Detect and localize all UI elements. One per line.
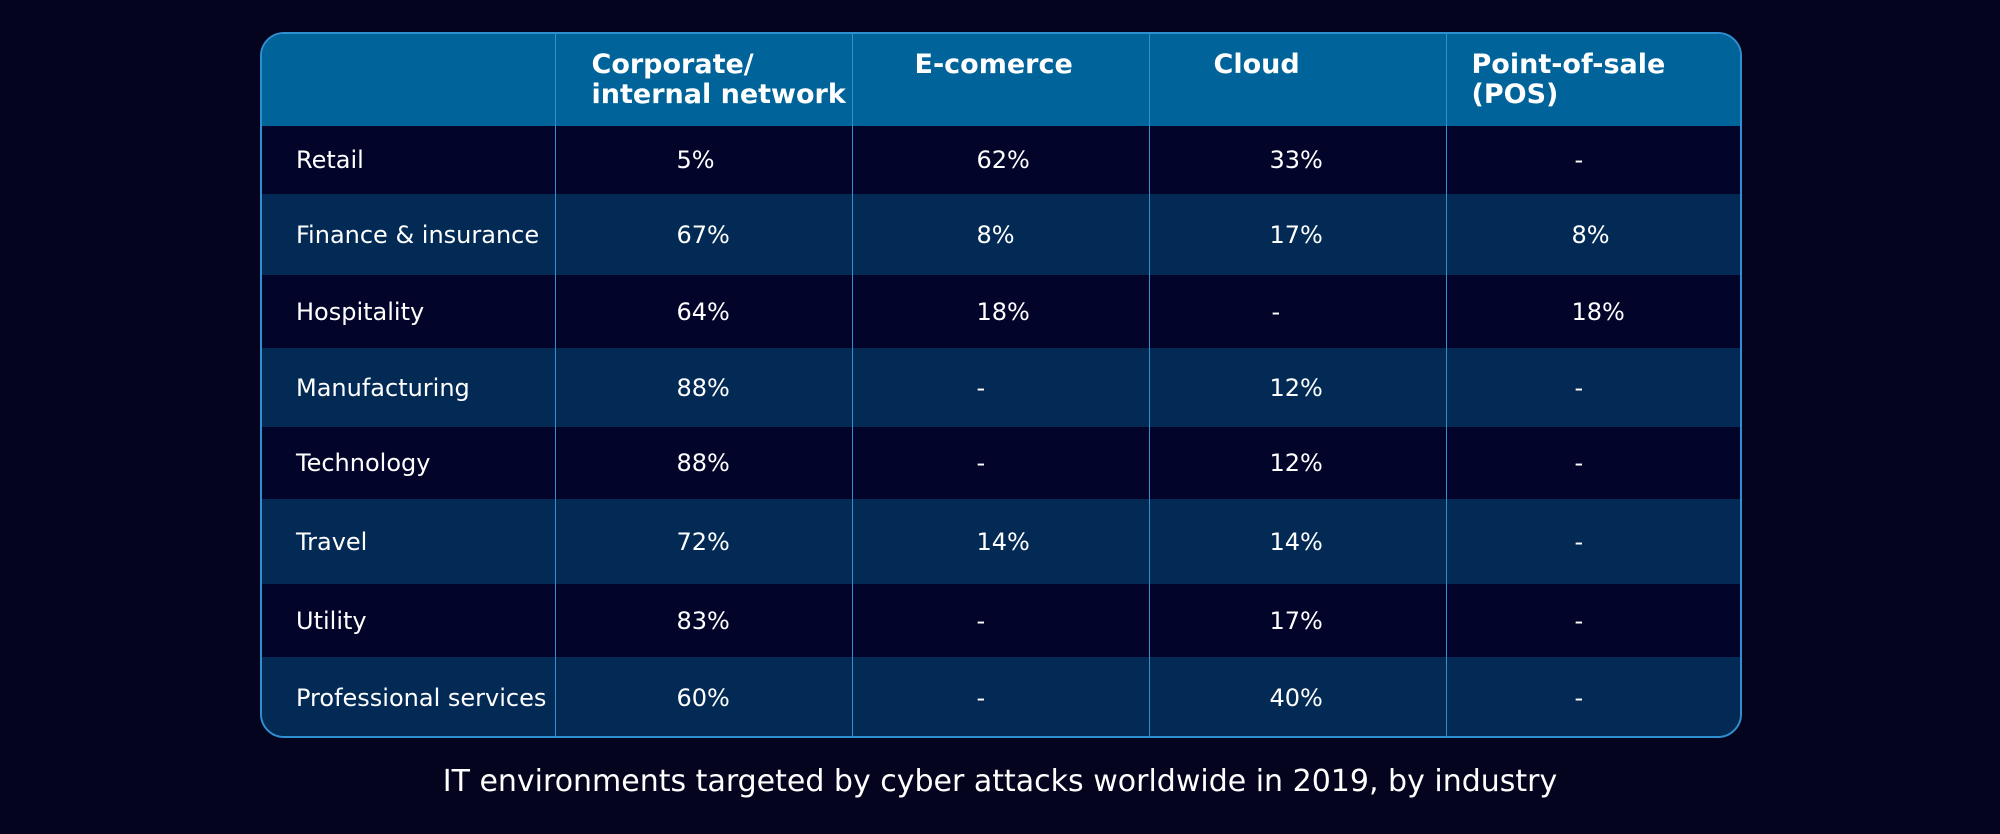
cell-value: - (1574, 146, 1584, 174)
table-cell: - (851, 427, 1149, 499)
cell-value: 64% (676, 297, 730, 326)
cell-value: 5% (676, 146, 715, 174)
table-cell: 72% (554, 499, 852, 584)
chart-caption: IT environments targeted by cyber attack… (442, 764, 1558, 799)
table-body: Retail 5% 62% 33% - Finance & insurance 67% 8% 1… (262, 126, 1740, 736)
header-label-line: Point-of-sale (1471, 49, 1666, 80)
cell-value: 12% (1269, 373, 1323, 402)
table-cell: - (1445, 427, 1740, 499)
table-row: Travel 72% 14% 14% - (262, 499, 1740, 584)
cell-value: - (976, 606, 986, 635)
table-cell: 62% (851, 126, 1149, 194)
table-cell: 67% (554, 194, 852, 275)
cell-value: 8% (1571, 220, 1610, 249)
cell-value: - (1574, 606, 1584, 635)
table-cell: 40% (1148, 657, 1446, 736)
table-cell: - (1445, 657, 1740, 736)
cell-value: 18% (976, 297, 1030, 326)
table-cell: 14% (1148, 499, 1446, 584)
table-cell: - (1445, 126, 1740, 194)
cell-value: - (976, 683, 986, 712)
table-cell: - (851, 584, 1149, 657)
data-table-container: Corporate/ internal network E-comerce Cl… (260, 32, 1742, 738)
header-cell-cloud: Cloud (1148, 34, 1446, 126)
cell-value: 14% (1269, 527, 1323, 556)
header-label-line: Cloud (1213, 49, 1300, 80)
table-cell: - (1445, 348, 1740, 427)
row-label-industry: Professional services (262, 657, 555, 736)
row-label-industry: Retail (262, 126, 555, 194)
header-cell-ecommerce: E-comerce (851, 34, 1149, 126)
header-label-line: internal network (591, 79, 846, 110)
table-cell: 17% (1148, 194, 1446, 275)
header-label-line: Corporate/ (591, 49, 754, 80)
table-row: Professional services 60% - 40% - (262, 657, 1740, 736)
row-label-industry: Technology (262, 427, 555, 499)
table-cell: 8% (1445, 194, 1740, 275)
cell-value: 83% (676, 606, 730, 635)
header-cell-industry (262, 34, 555, 126)
cell-value: - (1574, 373, 1584, 402)
cell-value: 12% (1269, 449, 1323, 477)
cell-value: 17% (1269, 220, 1323, 249)
table-cell: 83% (554, 584, 852, 657)
table-cell: - (1148, 275, 1446, 348)
table-cell: 8% (851, 194, 1149, 275)
table-cell: - (1445, 584, 1740, 657)
table-cell: 60% (554, 657, 852, 736)
cell-value: 67% (676, 220, 730, 249)
header-cell-pos: Point-of-sale (POS) (1445, 34, 1740, 126)
cell-value: 60% (676, 683, 730, 712)
header-label-line: E-comerce (914, 49, 1073, 80)
cell-value: - (1574, 449, 1584, 477)
table-row: Hospitality 64% 18% - 18% (262, 275, 1740, 348)
cell-value: - (1574, 527, 1584, 556)
table-row: Manufacturing 88% - 12% - (262, 348, 1740, 427)
data-table: Corporate/ internal network E-comerce Cl… (262, 34, 1740, 736)
table-row: Retail 5% 62% 33% - (262, 126, 1740, 194)
table-cell: 64% (554, 275, 852, 348)
table-cell: 88% (554, 348, 852, 427)
row-label-industry: Utility (262, 584, 555, 657)
row-label-industry: Finance & insurance (262, 194, 555, 275)
cell-value: 17% (1269, 606, 1323, 635)
cell-value: 88% (676, 449, 730, 477)
table-cell: - (851, 348, 1149, 427)
cell-value: 62% (976, 146, 1030, 174)
cell-value: 14% (976, 527, 1030, 556)
table-cell: 5% (554, 126, 852, 194)
header-row: Corporate/ internal network E-comerce Cl… (262, 34, 1740, 126)
table-cell: - (851, 657, 1149, 736)
header-label-line: (POS) (1471, 79, 1559, 110)
table-cell: - (1445, 499, 1740, 584)
cell-value: 72% (676, 527, 730, 556)
table-cell: 17% (1148, 584, 1446, 657)
table-cell: 12% (1148, 348, 1446, 427)
cell-value: 18% (1571, 297, 1625, 326)
row-label-industry: Hospitality (262, 275, 555, 348)
table-cell: 18% (851, 275, 1149, 348)
table-row: Technology 88% - 12% - (262, 427, 1740, 499)
table-cell: 33% (1148, 126, 1446, 194)
cell-value: - (976, 373, 986, 402)
table-cell: 88% (554, 427, 852, 499)
table-cell: 14% (851, 499, 1149, 584)
row-label-industry: Travel (262, 499, 555, 584)
cell-value: 8% (976, 220, 1015, 249)
cell-value: 33% (1269, 146, 1323, 174)
cell-value: - (976, 449, 986, 477)
row-label-industry: Manufacturing (262, 348, 555, 427)
header-cell-corporate: Corporate/ internal network (554, 34, 852, 126)
cell-value: 40% (1269, 683, 1323, 712)
table-row: Utility 83% - 17% - (262, 584, 1740, 657)
cell-value: 88% (676, 373, 730, 402)
table-row: Finance & insurance 67% 8% 17% 8% (262, 194, 1740, 275)
table-cell: 12% (1148, 427, 1446, 499)
cell-value: - (1271, 297, 1281, 326)
table-cell: 18% (1445, 275, 1740, 348)
cell-value: - (1574, 683, 1584, 712)
